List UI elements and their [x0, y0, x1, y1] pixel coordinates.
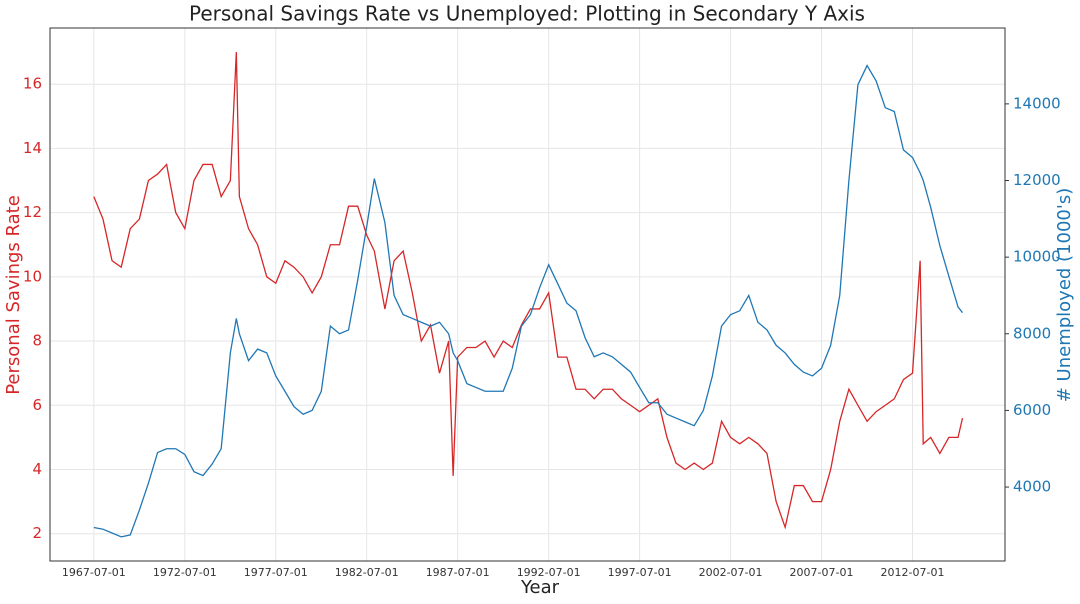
x-tick-label: 1967-07-01 — [62, 566, 126, 579]
x-tick-label: 2012-07-01 — [881, 566, 945, 579]
x-tick-label: 2002-07-01 — [699, 566, 763, 579]
y2-axis-label: # Unemployed (1000's) — [1054, 188, 1075, 403]
y-tick-label: 2 — [32, 524, 42, 542]
x-tick-label: 1972-07-01 — [153, 566, 217, 579]
y-tick-label: 16 — [23, 75, 42, 93]
y-tick-label: 6 — [32, 396, 42, 414]
y-tick-label: 8 — [32, 332, 42, 350]
y2-tick-label: 10000 — [1013, 248, 1061, 266]
x-tick-label: 1977-07-01 — [244, 566, 308, 579]
chart-title: Personal Savings Rate vs Unemployed: Plo… — [189, 2, 865, 26]
x-tick-label: 1997-07-01 — [608, 566, 672, 579]
y-axis-label: Personal Savings Rate — [3, 195, 24, 395]
x-axis-label: Year — [520, 577, 560, 598]
data-line — [93, 64, 964, 538]
y-tick-label: 14 — [23, 139, 42, 157]
y2-tick-label: 8000 — [1013, 324, 1051, 342]
y2-tick-label: 4000 — [1013, 478, 1051, 496]
x-tick-label: 2007-07-01 — [790, 566, 854, 579]
x-tick-label: 1992-07-01 — [517, 566, 581, 579]
data-line — [93, 52, 964, 530]
y2-tick-label: 14000 — [1013, 94, 1061, 112]
x-tick-label: 1987-07-01 — [426, 566, 490, 579]
y-tick-label: 12 — [23, 203, 42, 221]
y-tick-label: 4 — [32, 460, 42, 478]
x-tick-label: 1982-07-01 — [335, 566, 399, 579]
y-tick-label: 10 — [23, 267, 42, 285]
y2-tick-label: 12000 — [1013, 171, 1061, 189]
y2-tick-label: 6000 — [1013, 401, 1051, 419]
plot-frame — [49, 27, 1006, 562]
